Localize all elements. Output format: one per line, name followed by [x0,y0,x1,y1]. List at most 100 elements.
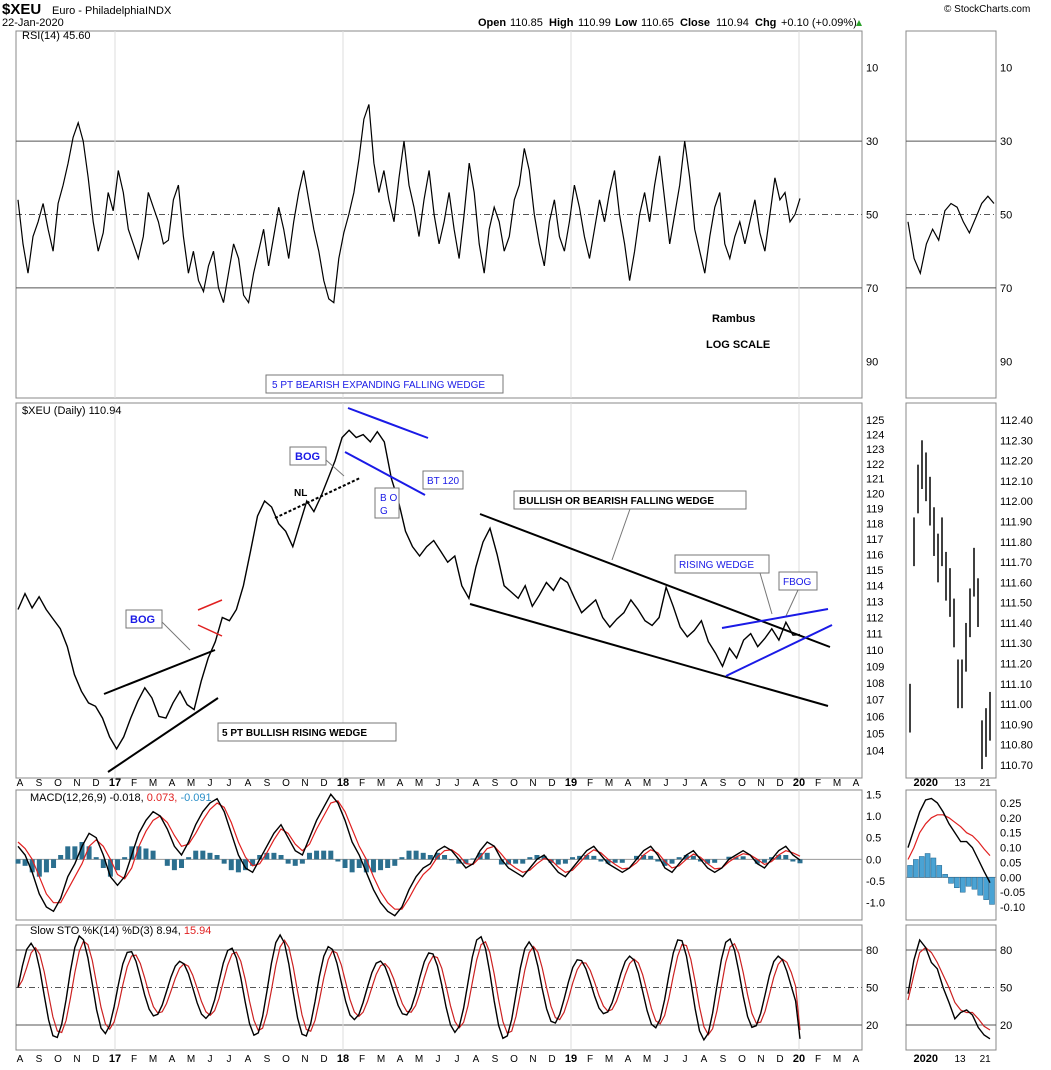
x-axis-tick: F [359,1054,365,1065]
x-axis-tick: A [397,1054,404,1065]
rsi-inset-y-tick: 50 [1000,210,1012,222]
x-axis-tick: D [92,778,99,789]
macd-histogram-bar [633,855,639,860]
x-axis-tick: S [720,778,727,789]
price-y-tick: 113 [866,597,884,609]
macd-histogram-bar [527,857,533,860]
macd-histogram-bar [136,846,142,860]
rsi-label: RSI(14) 45.60 [22,30,90,42]
price-inset-y-tick: 111.50 [1000,598,1032,610]
high-label: High [549,17,574,29]
open-value: 110.85 [510,17,543,29]
macd-histogram-bar [498,859,504,865]
macd-histogram-bar [477,852,483,860]
stoch-y-tick: 80 [866,945,878,957]
price-y-tick: 125 [866,415,884,427]
macd-histogram-bar [619,859,625,863]
macd-inset-y-tick: -0.05 [1000,887,1025,899]
low-value: 110.65 [641,17,674,29]
macd-histogram-bar [705,859,711,864]
x-axis-tick: J [664,1054,669,1065]
x-axis-tick: M [377,1054,385,1065]
x-axis-tick: A [397,778,404,789]
macd-histogram-bar [712,859,718,863]
flag-lower-line [197,624,223,637]
x-axis-tick: 19 [565,1053,577,1065]
macd-histogram-bar [555,859,561,865]
price-inset-y-tick: 110.70 [1000,760,1033,772]
x-axis-tick: A [701,1054,708,1065]
stoch-y-tick: 20 [866,1020,878,1032]
x-axis-tick: A [17,778,24,789]
stoch-k-line [17,933,801,1042]
x-axis-tick: D [776,778,783,789]
price-inset-y-tick: 112.10 [1000,476,1033,488]
x-axis-tick: J [455,778,460,789]
macd-histogram-bar [349,859,355,873]
macd-histogram-bar [122,857,128,860]
macd-histogram-bar [541,855,547,860]
macd-histogram-bar [591,855,597,860]
macd-histogram-bar [463,859,469,864]
x-axis-tick: A [245,778,252,789]
x-axis-tick: A [625,1054,632,1065]
bog-vertical-label-2: G [380,506,388,517]
x-axis-tick: N [529,778,536,789]
rsi-y-tick: 70 [866,283,878,295]
x-axis-tick: M [149,1054,157,1065]
bog-left-pointer [161,621,191,651]
macd-histogram-bar [385,859,391,868]
macd-histogram-bar [193,850,199,860]
inset-x-axis-tick: 13 [954,1054,966,1065]
price-y-tick: 120 [866,489,884,501]
rsi-y-tick: 10 [866,63,878,75]
macd-histogram-bar [299,859,305,864]
macd-histogram-bar [761,859,767,863]
x-axis-tick: J [455,1054,460,1065]
macd-histogram-bar [513,859,519,864]
x-axis-tick: F [587,1054,593,1065]
price-y-tick: 105 [866,728,884,740]
macd-inset-histogram-bar [983,877,989,900]
bog-top-box [289,446,327,466]
bt120-label: BT 120 [427,476,459,487]
x-axis-tick: F [815,1054,821,1065]
rising-wedge-pointer [759,572,773,615]
macd-inset-y-tick: 0.15 [1000,828,1021,840]
bog-vertical-box [374,487,400,519]
macd-inset-histogram-bar [924,853,931,878]
x-axis-tick: M [643,1054,651,1065]
low-label: Low [615,17,637,29]
macd-histogram-bar [51,859,57,868]
macd-histogram-bar [662,859,668,866]
falling-wedge-label: BULLISH OR BEARISH FALLING WEDGE [519,496,714,507]
price-inset-y-tick: 112.30 [1000,435,1033,447]
rising-wedge-lower-line [107,697,219,773]
macd-inset-histogram-bar [913,859,919,878]
macd-inset-signal-line [907,814,991,860]
bog-top-pointer [325,459,345,477]
price-y-tick: 115 [866,565,884,577]
macd-histogram-bar [370,859,376,873]
price-y-tick: 108 [866,678,884,690]
bearish-wedge-label: 5 PT BEARISH EXPANDING FALLING WEDGE [272,380,485,391]
price-y-tick: 118 [866,519,884,531]
price-line [17,429,801,751]
macd-histogram-bar [36,859,42,877]
rising-wedge-2-lower-line [725,624,833,677]
x-axis-tick: A [169,778,176,789]
price-inset-frame [905,402,997,779]
fbog-label: FBOG [783,577,812,588]
exchange: INDX [145,5,172,17]
x-axis-tick: A [473,778,480,789]
macd-inset-histogram-bar [954,877,960,888]
x-axis-tick: F [587,778,593,789]
bearish-wedge-box [265,374,504,394]
annotations: Rambus LOG SCALE 5 PT BEARISH EXPANDING … [125,313,818,742]
series-lines [17,104,995,1042]
x-axis-tick: M [415,1054,423,1065]
macd-histogram-bar [648,855,654,860]
stoch-inset-y-tick: 20 [1000,1020,1012,1032]
macd-inset-histogram-bar [936,865,943,878]
macd-label-hist: -0.091 [180,792,211,804]
